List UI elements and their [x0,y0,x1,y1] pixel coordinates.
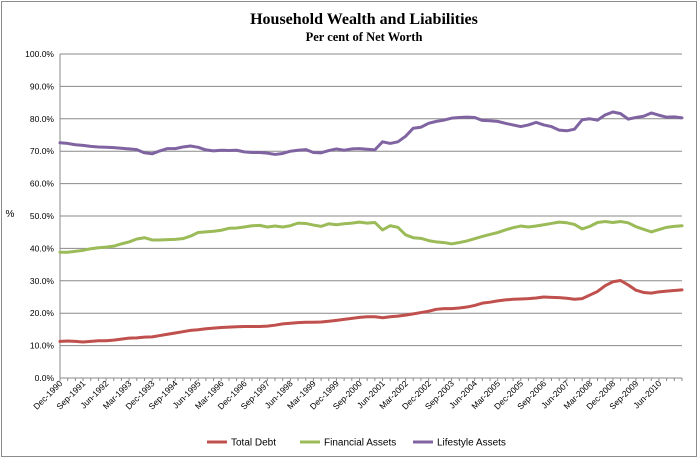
series-lines [58,110,684,344]
y-tick-label: 50.0% [30,211,55,221]
y-tick-label: 100.0% [25,49,54,59]
gridlines [59,53,682,379]
y-tick-label: 0.0% [35,373,55,383]
legend-label: Total Debt [231,438,276,449]
y-tick-label: 10.0% [30,341,55,351]
legend-label: Financial Assets [324,438,396,449]
y-tick-label: 20.0% [30,308,55,318]
y-tick-label: 80.0% [30,114,55,124]
y-tick-label: 70.0% [30,146,55,156]
series-line [58,278,684,344]
series-line [58,110,684,156]
legend-label: Lifestyle Assets [437,438,506,449]
x-axis-ticks: Dec-1990Sep-1991Jun-1992Mar-1993Dec-1993… [31,378,683,411]
legend: Total Debt Financial Assets Lifestyle Asse… [207,438,506,449]
y-tick-label: 30.0% [30,276,55,286]
y-axis-label: % [6,209,15,220]
y-axis-ticks: 0.0% 10.0% 20.0% 30.0% 40.0% 50.0% 60.0% 70.0% 8… [25,49,54,383]
chart-title: Household Wealth and Liabilities [250,11,478,28]
y-tick-label: 60.0% [30,179,55,189]
series-line [58,220,684,254]
y-tick-label: 90.0% [30,81,55,91]
y-tick-label: 40.0% [30,243,55,253]
chart-subtitle: Per cent of Net Worth [306,30,423,44]
